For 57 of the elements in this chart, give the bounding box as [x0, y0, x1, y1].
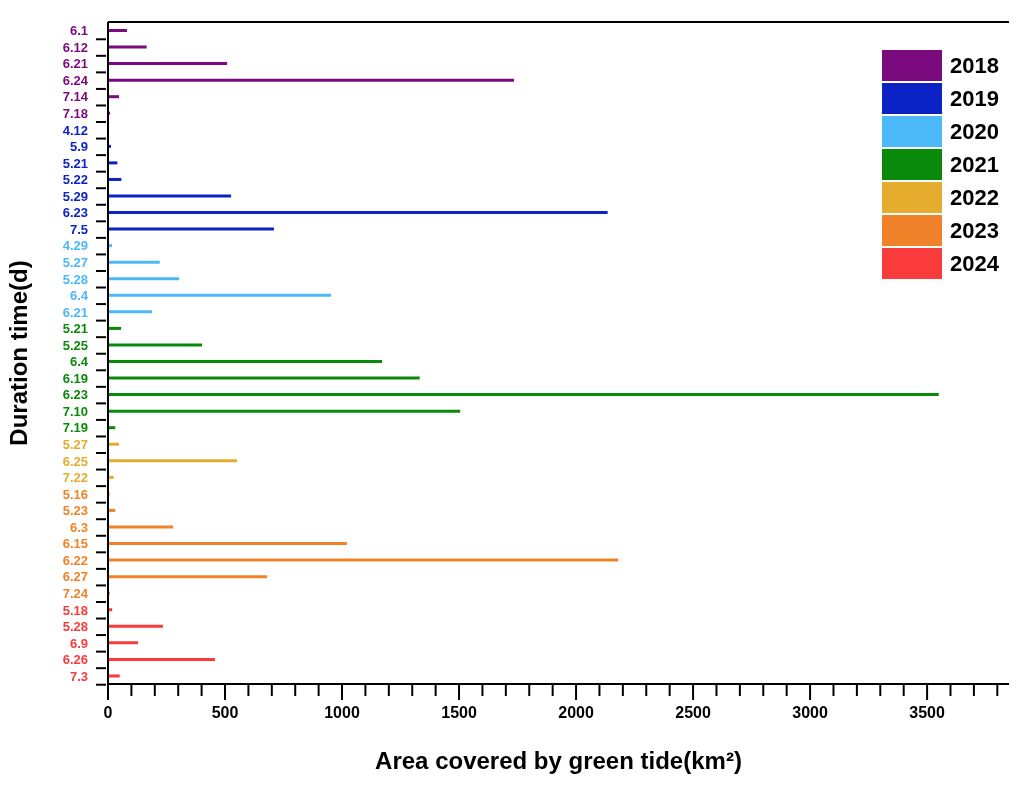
legend-label: 2018 — [950, 52, 999, 79]
y-axis-title: Duration time(d) — [4, 260, 32, 446]
x-tick-label: 3000 — [792, 704, 828, 721]
x-tick-label: 3500 — [909, 704, 945, 721]
legend-label: 2024 — [950, 250, 999, 277]
y-tick-label: 6.4 — [69, 354, 89, 370]
y-tick-label: 7.19 — [62, 420, 88, 436]
y-tick-label: 5.28 — [62, 271, 88, 287]
y-tick-label: 6.15 — [62, 536, 88, 552]
y-tick-label: 6.21 — [62, 304, 88, 320]
y-tick-label: 6.1 — [69, 23, 88, 39]
y-tick-label: 6.4 — [69, 288, 89, 304]
x-tick-label: 1500 — [441, 704, 477, 721]
y-tick-label: 6.3 — [69, 519, 88, 535]
y-tick-label: 6.21 — [62, 56, 88, 72]
legend-label: 2019 — [950, 85, 999, 112]
x-tick-label: 0 — [103, 704, 113, 721]
y-tick-label: 5.27 — [62, 437, 88, 453]
y-tick-label: 5.28 — [62, 619, 88, 635]
x-axis-title: Area covered by green tide(km²) — [375, 747, 742, 774]
y-tick-label: 5.27 — [62, 254, 88, 270]
y-tick-label: 5.18 — [62, 602, 88, 618]
y-tick-label: 7.24 — [62, 585, 89, 601]
y-tick-label: 4.12 — [62, 122, 88, 138]
x-tick-label: 1000 — [324, 704, 360, 721]
y-tick-label: 5.9 — [69, 139, 88, 155]
y-tick-label: 6.9 — [69, 635, 88, 651]
y-tick-label: 6.25 — [62, 453, 88, 469]
legend-label: 2020 — [950, 118, 999, 145]
y-tick-label: 7.22 — [62, 470, 88, 486]
legend-label: 2021 — [950, 151, 999, 178]
y-tick-label: 7.14 — [62, 89, 89, 105]
x-tick-label: 500 — [211, 704, 239, 721]
y-tick-label: 5.23 — [62, 503, 88, 519]
y-tick-label: 6.19 — [62, 370, 88, 386]
y-tick-label: 7.3 — [69, 668, 88, 684]
y-tick-label: 6.22 — [62, 552, 88, 568]
y-tick-label: 5.16 — [62, 486, 88, 502]
legend-label: 2022 — [950, 184, 999, 211]
y-tick-label: 4.29 — [62, 238, 88, 254]
y-tick-label: 7.18 — [62, 106, 88, 122]
y-tick-label: 6.23 — [62, 387, 88, 403]
x-tick-label: 2500 — [675, 704, 711, 721]
y-tick-label: 6.26 — [62, 652, 88, 668]
y-tick-label: 5.21 — [62, 321, 88, 337]
y-tick-label: 5.29 — [62, 188, 88, 204]
y-tick-label: 6.23 — [62, 205, 88, 221]
y-tick-label: 5.22 — [62, 172, 88, 188]
legend-label: 2023 — [950, 217, 999, 244]
y-tick-label: 7.10 — [62, 403, 88, 419]
y-tick-label: 5.21 — [62, 155, 88, 171]
x-tick-label: 2000 — [558, 704, 594, 721]
y-tick-label: 5.25 — [62, 337, 88, 353]
y-tick-label: 6.27 — [62, 569, 88, 585]
y-tick-label: 7.5 — [69, 221, 88, 237]
y-tick-label: 6.24 — [62, 72, 89, 88]
y-tick-label: 6.12 — [62, 39, 88, 55]
